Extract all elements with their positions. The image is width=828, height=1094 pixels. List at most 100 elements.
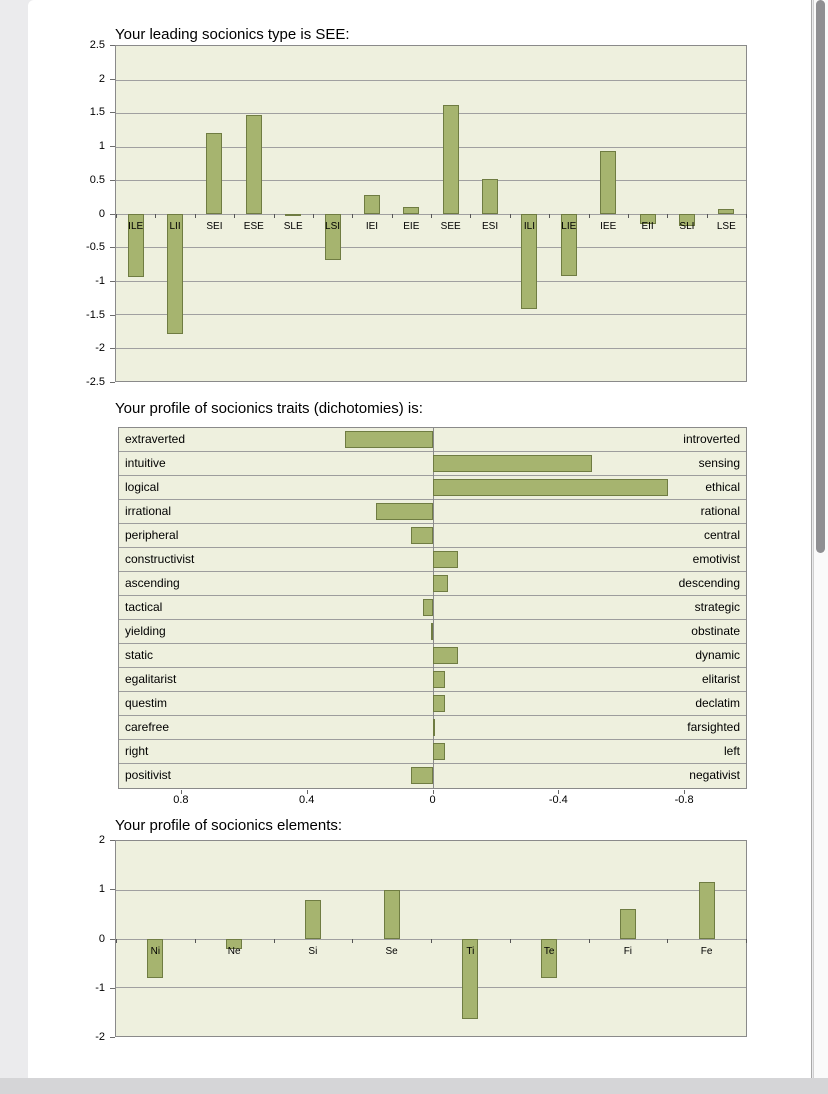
gridline [116, 146, 746, 148]
category-label: SLE [283, 220, 303, 232]
right-pole-label: negativist [689, 768, 740, 782]
types-chart-title: Your leading socionics type is SEE: [115, 26, 350, 43]
y-tick-label: 0 [98, 207, 105, 220]
x-tick [180, 790, 182, 794]
category-label: LII [169, 220, 181, 232]
x-tick [234, 213, 236, 218]
y-tick [110, 45, 115, 46]
category-label: EIE [403, 220, 420, 232]
y-axis: 2.5 2 1.5 1 0.5 0 -0.5 -1 -1.5 -2 -2.5 [28, 39, 115, 388]
y-tick [110, 840, 115, 841]
y-tick [110, 179, 115, 181]
bar [245, 115, 262, 214]
y-tick [110, 213, 115, 215]
bar [423, 599, 433, 616]
bar [521, 213, 538, 310]
gridline [116, 314, 746, 315]
y-tick-label: -1 [95, 981, 105, 994]
dichotomies-chart: extraverted introverted intuitive sensing lo… [118, 427, 747, 810]
y-tick [110, 247, 115, 249]
y-tick [110, 382, 115, 383]
left-pole-label: tactical [125, 600, 163, 614]
bar [619, 909, 636, 939]
bar [430, 623, 433, 640]
left-pole-label: logical [125, 480, 160, 494]
x-tick [194, 938, 196, 943]
x-tick [549, 213, 551, 218]
dichotomy-table: extraverted introverted intuitive sensing lo… [118, 427, 747, 789]
bar [285, 213, 302, 216]
x-tick [627, 213, 629, 218]
category-label: ILE [128, 220, 144, 232]
y-tick-label: 0 [98, 932, 105, 945]
dichotomy-row: irrational rational [119, 500, 746, 524]
gridline [116, 180, 746, 181]
y-tick-label: -2 [95, 1031, 105, 1043]
right-pole-label: left [723, 744, 740, 758]
y-tick-label: -0.5 [86, 241, 105, 254]
y-tick [110, 1037, 115, 1038]
x-tick [470, 213, 472, 218]
x-axis: 0.8 0.4 0 -0.4 -0.8 [118, 790, 747, 810]
left-pole-label: peripheral [125, 528, 179, 542]
y-tick [110, 987, 115, 989]
bar [560, 213, 577, 276]
right-pole-label: descending [678, 576, 740, 590]
bar [432, 479, 668, 496]
left-pole-label: positivist [125, 768, 172, 782]
bar [442, 104, 459, 214]
right-pole-label: introverted [683, 432, 740, 446]
right-pole-label: obstinate [691, 624, 740, 638]
category-label: Fi [623, 945, 633, 957]
bar [432, 647, 458, 664]
x-tick-label: 0.4 [299, 794, 315, 806]
right-pole-label: elitarist [701, 672, 740, 686]
x-tick [432, 790, 434, 794]
y-tick [110, 889, 115, 891]
y-tick-label: 1 [98, 140, 105, 153]
elements-chart-title: Your profile of socionics elements: [115, 817, 343, 834]
elements-bar-chart: 2 1 0 -1 -2 Ni Ne Si Se Ti Te Fi Fe [28, 834, 747, 1043]
left-pole-label: carefree [125, 720, 170, 734]
x-tick-label: -0.4 [548, 794, 568, 806]
y-axis: 2 1 0 -1 -2 [28, 834, 115, 1043]
category-label: Ne [227, 945, 241, 957]
bar [410, 527, 433, 544]
right-pole-label: strategic [694, 600, 740, 614]
category-label: Te [543, 945, 555, 957]
bar [432, 551, 458, 568]
x-tick [312, 213, 314, 218]
bar [432, 455, 593, 472]
bar [432, 695, 446, 712]
y-tick-label: 2 [98, 72, 105, 85]
bar [127, 213, 144, 278]
x-tick [588, 938, 590, 943]
y-tick-label: 0.5 [89, 173, 105, 186]
x-tick [588, 213, 590, 218]
bar [541, 938, 558, 979]
y-tick [110, 348, 115, 350]
right-pole-label: farsighted [687, 720, 740, 734]
bar [432, 719, 435, 736]
dichotomies-chart-title: Your profile of socionics traits (dichot… [115, 400, 423, 417]
bar [432, 743, 446, 760]
bar [206, 133, 223, 214]
right-pole-label: rational [700, 504, 740, 518]
x-tick [391, 213, 393, 218]
scrollbar-thumb[interactable] [816, 0, 825, 553]
y-tick [110, 938, 115, 940]
x-tick [352, 213, 354, 218]
category-label: LSE [716, 220, 736, 232]
bar [403, 206, 420, 214]
bar [718, 209, 735, 214]
bar [410, 767, 433, 784]
category-label: LIE [561, 220, 577, 232]
bar [324, 213, 341, 261]
dichotomy-row: positivist negativist [119, 764, 746, 788]
plot-area: Ni Ne Si Se Ti Te Fi Fe [115, 840, 747, 1037]
x-tick [116, 213, 117, 218]
x-tick [509, 938, 511, 943]
y-tick [110, 314, 115, 316]
bar [226, 938, 243, 949]
scrollbar[interactable] [813, 0, 828, 1078]
